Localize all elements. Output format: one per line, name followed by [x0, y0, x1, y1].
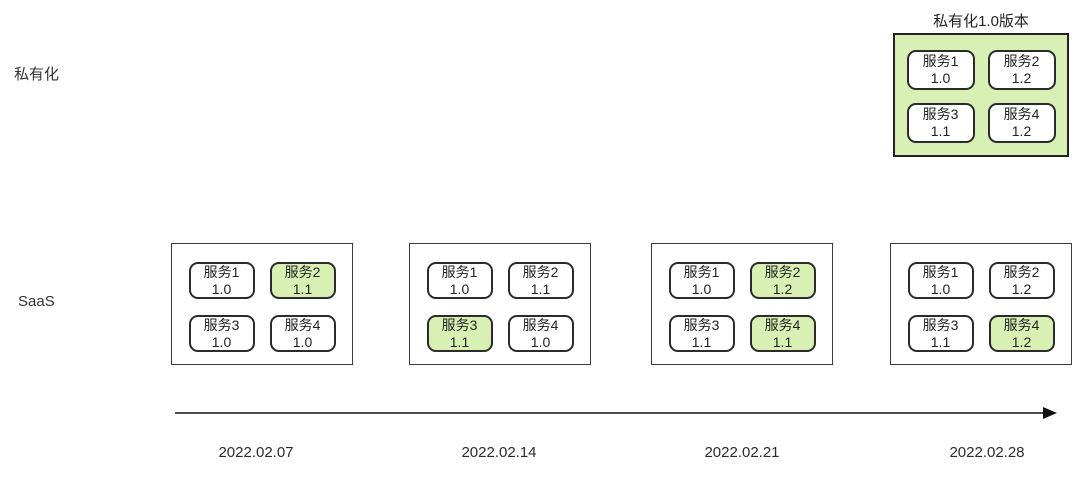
service-name: 服务2: [1003, 53, 1040, 70]
timeline-date: 2022.02.14: [461, 444, 537, 461]
service-name: 服务3: [683, 316, 720, 333]
service-card: 服务4 1.2: [987, 103, 1056, 143]
saas-group-box: 服务1 1.0 服务2 1.2 服务3 1.1 服务4 1.1: [651, 243, 833, 365]
service-card: 服务4 1.0: [507, 315, 574, 352]
service-card: 服务1 1.0: [426, 262, 493, 299]
service-version: 1.0: [449, 280, 470, 297]
service-card: 服务3 1.1: [907, 315, 974, 352]
service-name: 服务2: [522, 263, 559, 280]
service-version: 1.2: [1011, 280, 1032, 297]
service-name: 服务2: [1003, 263, 1040, 280]
service-version: 1.1: [449, 333, 470, 350]
service-version: 1.0: [691, 280, 712, 297]
service-card: 服务4 1.0: [269, 315, 336, 352]
service-name: 服务2: [764, 263, 801, 280]
service-card: 服务1 1.0: [668, 262, 735, 299]
service-version: 1.1: [530, 280, 551, 297]
service-version: 1.2: [1011, 333, 1032, 350]
service-card: 服务1 1.0: [906, 50, 975, 90]
service-card: 服务4 1.2: [988, 315, 1055, 352]
service-name: 服务1: [683, 263, 720, 280]
service-card: 服务3 1.1: [426, 315, 493, 352]
timeline-date: 2022.02.07: [218, 444, 294, 461]
row-label-saas: SaaS: [18, 293, 55, 310]
service-card: 服务2 1.2: [749, 262, 816, 299]
service-version: 1.0: [530, 333, 551, 350]
saas-group-box: 服务1 1.0 服务2 1.1 服务3 1.0 服务4 1.0: [171, 243, 353, 365]
service-card: 服务2 1.2: [987, 50, 1056, 90]
service-name: 服务3: [203, 316, 240, 333]
service-card: 服务2 1.2: [988, 262, 1055, 299]
service-card: 服务1 1.0: [907, 262, 974, 299]
private-group-box: 服务1 1.0 服务2 1.2 服务3 1.1 服务4 1.2: [893, 33, 1069, 157]
service-version: 1.1: [691, 333, 712, 350]
service-card: 服务2 1.1: [269, 262, 336, 299]
service-card: 服务3 1.1: [668, 315, 735, 352]
saas-group-box: 服务1 1.0 服务2 1.1 服务3 1.1 服务4 1.0: [409, 243, 591, 365]
service-version: 1.2: [772, 280, 793, 297]
timeline-date: 2022.02.21: [704, 444, 780, 461]
service-card: 服务1 1.0: [188, 262, 255, 299]
service-version: 1.2: [1011, 70, 1032, 86]
service-version: 1.0: [211, 280, 232, 297]
service-version: 1.1: [292, 280, 313, 297]
service-name: 服务4: [1003, 106, 1040, 123]
service-card: 服务3 1.1: [906, 103, 975, 143]
timeline-arrow: [175, 407, 1057, 419]
service-card: 服务3 1.0: [188, 315, 255, 352]
service-name: 服务2: [284, 263, 321, 280]
service-version: 1.1: [772, 333, 793, 350]
service-name: 服务1: [922, 53, 959, 70]
row-label-private: 私有化: [14, 66, 60, 83]
service-version: 1.1: [930, 123, 951, 139]
service-name: 服务3: [922, 106, 959, 123]
service-name: 服务3: [922, 316, 959, 333]
service-name: 服务1: [203, 263, 240, 280]
service-name: 服务4: [284, 316, 321, 333]
service-version: 1.0: [930, 280, 951, 297]
service-version: 1.0: [292, 333, 313, 350]
service-version: 1.0: [930, 70, 951, 86]
saas-group-box: 服务1 1.0 服务2 1.2 服务3 1.1 服务4 1.2: [890, 243, 1072, 365]
service-card: 服务2 1.1: [507, 262, 574, 299]
service-version: 1.2: [1011, 123, 1032, 139]
service-name: 服务4: [764, 316, 801, 333]
service-name: 服务4: [522, 316, 559, 333]
timeline-date: 2022.02.28: [949, 444, 1025, 461]
service-name: 服务3: [441, 316, 478, 333]
service-card: 服务4 1.1: [749, 315, 816, 352]
service-version: 1.0: [211, 333, 232, 350]
service-name: 服务1: [441, 263, 478, 280]
service-name: 服务1: [922, 263, 959, 280]
service-name: 服务4: [1003, 316, 1040, 333]
service-version: 1.1: [930, 333, 951, 350]
private-cluster-title: 私有化1.0版本: [933, 13, 1029, 30]
